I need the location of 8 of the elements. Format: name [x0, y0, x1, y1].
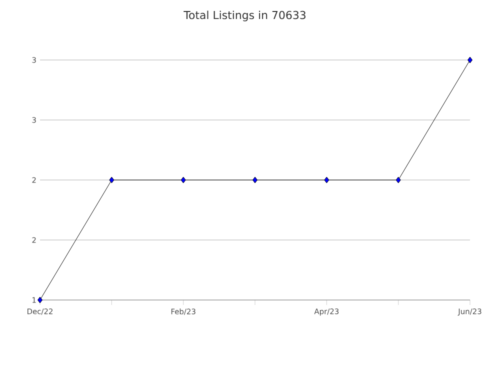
point [38, 296, 42, 304]
point [252, 176, 258, 184]
point [468, 56, 472, 64]
point [109, 176, 114, 184]
point [180, 176, 186, 184]
chart-title: Total Listings in 70633 [184, 10, 306, 22]
point [396, 176, 401, 184]
point [324, 176, 330, 184]
